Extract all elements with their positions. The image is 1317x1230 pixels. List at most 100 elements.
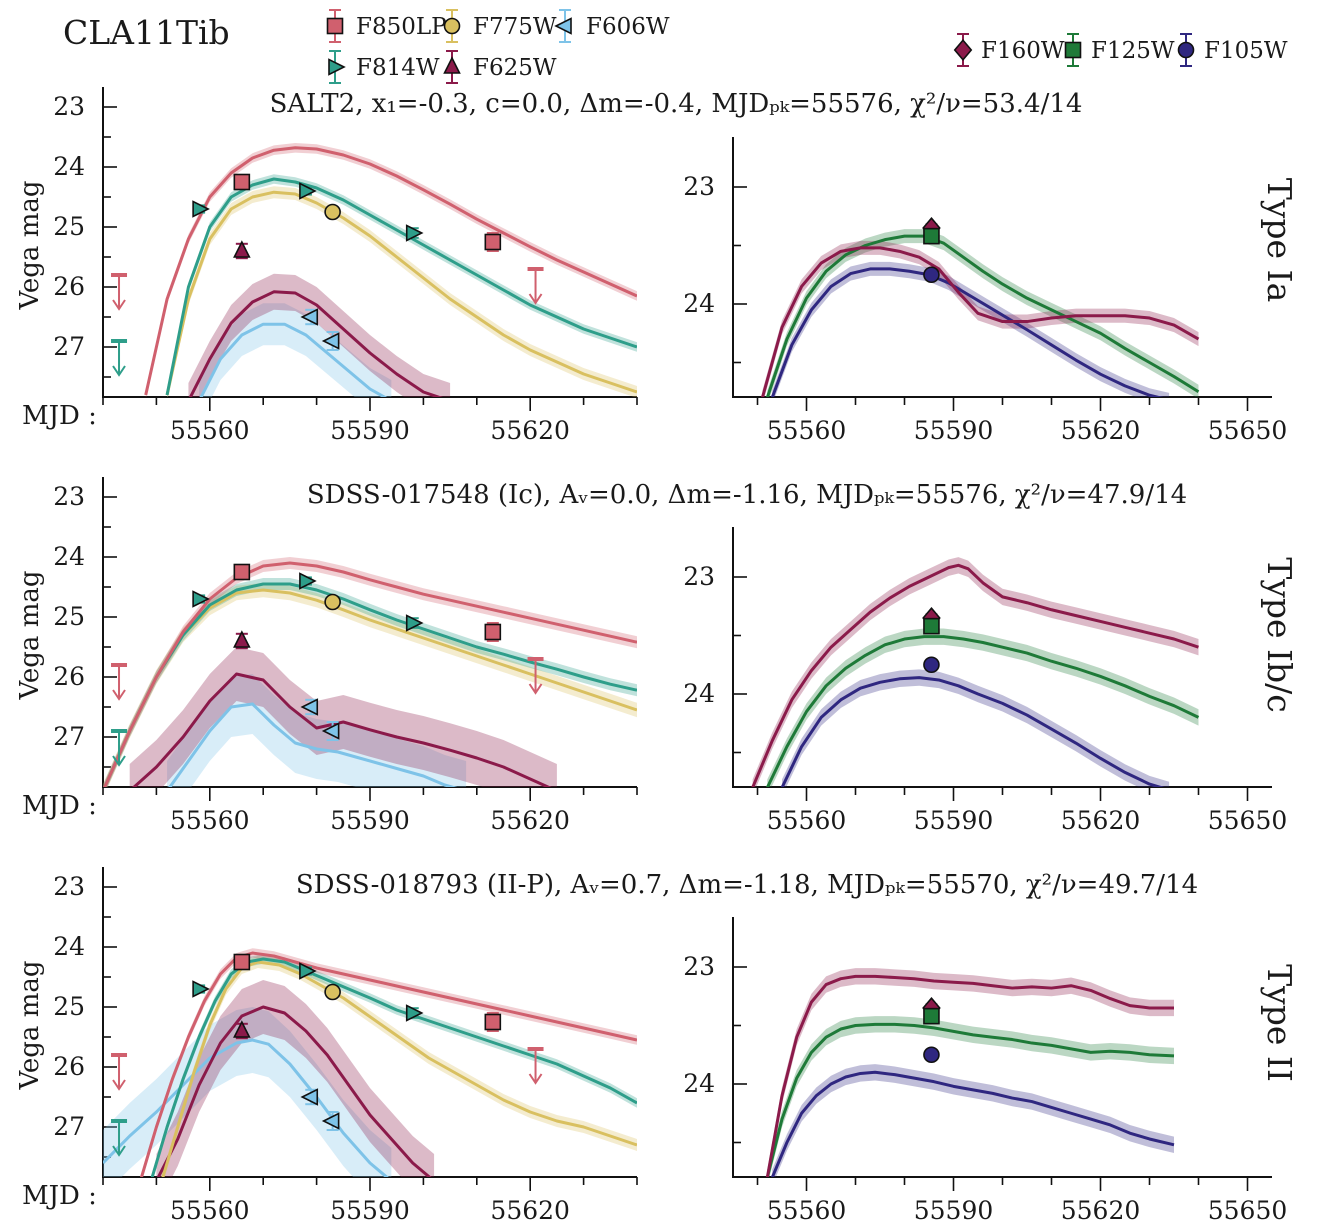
- y-tick-label: 25: [53, 992, 85, 1021]
- x-tick-label: 55620: [1061, 806, 1141, 835]
- curve-F814W: [150, 957, 637, 1177]
- curve-F625W: [131, 672, 552, 787]
- band-F625W: [129, 647, 557, 787]
- ylabel-row3: Vega mag: [15, 961, 45, 1091]
- curve-F160W: [761, 246, 1200, 397]
- panel-axes: [732, 527, 1272, 788]
- x-tick-label: 55620: [490, 416, 570, 445]
- data-point-F814W: [192, 590, 210, 608]
- band-F625W: [156, 980, 435, 1177]
- curve-F125W: [765, 1022, 1175, 1177]
- curve-F125W: [765, 234, 1200, 397]
- y-tick-label: 23: [53, 872, 85, 901]
- x-tick-label: 55620: [1061, 416, 1141, 445]
- curve-F625W: [188, 290, 443, 397]
- upper-limit-arrow-F814W: [112, 755, 126, 767]
- panel-2: 23 24 25 26 27 55560 55590 55620: [53, 477, 638, 835]
- legend-optical: F850LP F775W F606W F814W F625W: [326, 9, 670, 84]
- x-tick-label: 55560: [170, 1196, 250, 1225]
- data-point-F814W: [192, 980, 210, 998]
- panel-axes: [732, 137, 1272, 398]
- data-point-F125W: [923, 1007, 940, 1025]
- curve-F160W: [751, 563, 1199, 787]
- y-tick-label: 24: [683, 1069, 715, 1098]
- y-tick-label: 24: [683, 679, 715, 708]
- data-point-F606W: [321, 1112, 340, 1130]
- curve-F814W: [103, 582, 637, 787]
- data-point-F814W: [192, 200, 210, 218]
- data-point-F775W: [324, 593, 341, 611]
- curve-F850LP: [140, 951, 637, 1177]
- legend-label-F160W: F160W: [981, 38, 1065, 64]
- legend-label-F814W: F814W: [356, 55, 440, 81]
- y-tick-label: 24: [53, 542, 85, 571]
- data-point-F814W: [299, 572, 317, 590]
- band-F125W: [767, 628, 1199, 787]
- x-tick-label: 55590: [914, 1196, 994, 1225]
- data-point-F105W: [923, 656, 940, 674]
- plot-area: [765, 968, 1175, 1177]
- legend-label-F625W: F625W: [473, 55, 557, 81]
- y-tick-label: 27: [53, 1112, 85, 1141]
- data-point-F105W: [923, 1046, 940, 1064]
- data-point-F850LP: [484, 233, 502, 251]
- data-point-F775W: [324, 983, 341, 1001]
- x-tick-label: 55650: [1208, 1196, 1288, 1225]
- xlabel-row2: MJD :: [22, 791, 97, 821]
- fit-title-ibc: SDSS-017548 (Ic), Aᵥ=0.0, Δm=-1.16, MJDₚ…: [307, 480, 1187, 510]
- fit-title-ia-params: , x₁=-0.3, c=0.0, Δm=-0.4, MJDₚₖ=55576, …: [355, 89, 1082, 119]
- x-tick-label: 55590: [330, 806, 410, 835]
- y-tick-label: 24: [53, 152, 85, 181]
- upper-limit-arrow-F850LP: [112, 299, 126, 311]
- upper-limit-arrow-F850LP: [528, 293, 543, 305]
- plot-area: [761, 229, 1200, 397]
- y-tick-label: 26: [53, 1052, 85, 1081]
- x-tick-label: 55620: [490, 806, 570, 835]
- panel-0: 23 24 25 26 27 55560 55590 55620: [53, 87, 638, 445]
- legend-label-F105W: F105W: [1204, 38, 1288, 64]
- band-F606W: [199, 303, 392, 397]
- curve-F105W: [770, 267, 1164, 397]
- ylabel-row2: Vega mag: [15, 571, 45, 701]
- data-point-F850LP: [233, 173, 251, 191]
- object-name: CLA11Tib: [63, 13, 230, 52]
- legend-label-F125W: F125W: [1091, 38, 1175, 64]
- y-tick-label: 25: [53, 212, 85, 241]
- data-point-F814W: [299, 182, 317, 200]
- curve-F775W: [165, 190, 637, 396]
- band-F606W: [167, 674, 467, 787]
- data-point-F850LP: [484, 1013, 502, 1031]
- curve-F606W: [103, 1038, 389, 1177]
- plot-area: [103, 948, 637, 1177]
- legend-marker-F606W: [554, 17, 572, 35]
- fit-title-ii-name: SDSS-018793 (II-P): [296, 870, 554, 900]
- band-F105W: [782, 669, 1170, 787]
- data-point-F814W: [299, 962, 317, 980]
- x-tick-label: 55650: [1208, 806, 1288, 835]
- curve-F125W: [765, 635, 1200, 787]
- curve-F606W: [199, 322, 388, 397]
- x-tick-label: 55560: [767, 1196, 847, 1225]
- x-tick-label: 55560: [767, 416, 847, 445]
- y-tick-label: 26: [53, 662, 85, 691]
- curve-F850LP: [144, 146, 637, 396]
- fit-title-ii-params: , Aᵥ=0.7, Δm=-1.18, MJDₚₖ=55570, χ²/ν=49…: [554, 870, 1198, 900]
- legend-label-F606W: F606W: [586, 14, 670, 40]
- band-F160W: [762, 240, 1199, 397]
- y-tick-label: 27: [53, 332, 85, 361]
- data-point-F125W: [923, 227, 940, 245]
- curve-F105W: [780, 676, 1165, 787]
- curve-F850LP: [103, 561, 637, 787]
- curve-F814W: [165, 177, 637, 396]
- data-point-F606W: [300, 1088, 319, 1106]
- x-tick-label: 55590: [330, 416, 410, 445]
- data-point-F606W: [300, 698, 319, 716]
- data-point-F625W: [233, 240, 251, 258]
- xlabel-row3: MJD :: [22, 1181, 97, 1211]
- upper-limit-arrow-F814W: [112, 1145, 126, 1157]
- row-label-type-ii: Type II: [1260, 964, 1299, 1082]
- panel-3: 23 24 55560 55590 55620 55650: [683, 527, 1287, 835]
- legend-marker-F775W: [443, 17, 461, 35]
- fit-title-ii: SDSS-018793 (II-P), Aᵥ=0.7, Δm=-1.18, MJ…: [296, 870, 1198, 900]
